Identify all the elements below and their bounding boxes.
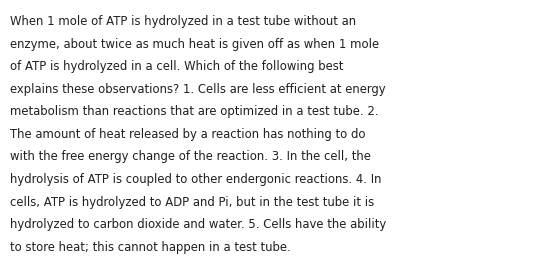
Text: enzyme, about twice as much heat is given off as when 1 mole: enzyme, about twice as much heat is give… <box>10 38 379 51</box>
Text: When 1 mole of ATP is hydrolyzed in a test tube without an: When 1 mole of ATP is hydrolyzed in a te… <box>10 15 356 28</box>
Text: to store heat; this cannot happen in a test tube.: to store heat; this cannot happen in a t… <box>10 241 291 254</box>
Text: with the free energy change of the reaction. 3. In the cell, the: with the free energy change of the react… <box>10 150 371 163</box>
Text: metabolism than reactions that are optimized in a test tube. 2.: metabolism than reactions that are optim… <box>10 105 378 118</box>
Text: hydrolysis of ATP is coupled to other endergonic reactions. 4. In: hydrolysis of ATP is coupled to other en… <box>10 173 382 186</box>
Text: explains these observations? 1. Cells are less efficient at energy: explains these observations? 1. Cells ar… <box>10 83 386 96</box>
Text: hydrolyzed to carbon dioxide and water. 5. Cells have the ability: hydrolyzed to carbon dioxide and water. … <box>10 218 386 231</box>
Text: The amount of heat released by a reaction has nothing to do: The amount of heat released by a reactio… <box>10 128 365 141</box>
Text: cells, ATP is hydrolyzed to ADP and Pi, but in the test tube it is: cells, ATP is hydrolyzed to ADP and Pi, … <box>10 196 374 209</box>
Text: of ATP is hydrolyzed in a cell. Which of the following best: of ATP is hydrolyzed in a cell. Which of… <box>10 60 343 73</box>
